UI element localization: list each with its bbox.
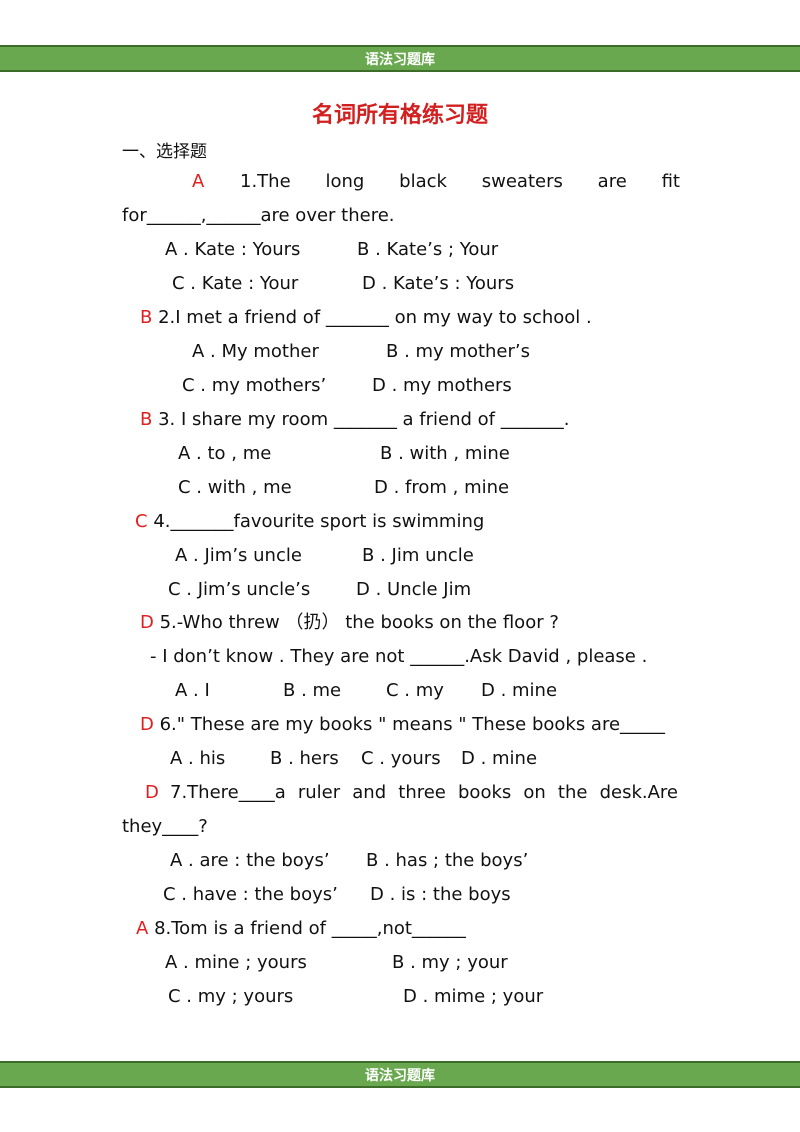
question-line: D 5.-Who threw （扔） the books on the floo…: [140, 612, 559, 634]
question-line: C 4._______favourite sport is swimming: [135, 511, 484, 533]
question-word: long: [325, 171, 365, 192]
option-c: C . Kate : Your: [172, 273, 299, 294]
section-heading: 一、选择题: [122, 142, 207, 162]
header-band: 语法习题库: [0, 45, 800, 72]
question-word: books: [458, 782, 512, 803]
answer-mark: D: [140, 612, 154, 633]
option-b: B . Kate’s ; Your: [357, 239, 499, 260]
option-d: D . Kate’s : Yours: [362, 273, 515, 294]
option-d: D . mine: [481, 680, 558, 701]
option-a: A . Kate : Yours: [165, 239, 301, 260]
option-c: C . yours: [361, 748, 441, 769]
question-continuation: - I don’t know . They are not ______.Ask…: [150, 646, 648, 667]
option-d: D . mine: [461, 748, 538, 769]
answer-mark: A: [192, 171, 205, 192]
question-word: are: [597, 171, 627, 192]
question-word: 1.The: [240, 171, 291, 192]
answer-mark: B: [140, 307, 153, 328]
question-word: on: [523, 782, 546, 803]
option-a: A . are : the boys’: [170, 850, 330, 871]
option-b: B . Jim uncle: [362, 545, 474, 566]
question-line: 1.The long black sweaters are fit: [240, 171, 680, 193]
question-line: A 8.Tom is a friend of _____,not______: [136, 918, 466, 940]
answer-mark: A: [136, 918, 149, 939]
option-c: C . my: [386, 680, 444, 701]
question-text: 5.-Who threw （扔） the books on the floor …: [159, 612, 559, 633]
option-a: A . My mother: [192, 341, 319, 362]
question-word: three: [398, 782, 446, 803]
option-c: C . my ; yours: [168, 986, 294, 1007]
option-b: B . my ; your: [392, 952, 508, 973]
question-word: sweaters: [481, 171, 563, 192]
question-continuation: for______,______are over there.: [122, 205, 395, 226]
answer-mark: C: [135, 511, 148, 532]
question-text: 3. I share my room _______ a friend of _…: [158, 409, 570, 430]
option-d: D . is : the boys: [370, 884, 511, 905]
question-word: and: [352, 782, 387, 803]
option-a: A . his: [170, 748, 226, 769]
option-d: D . my mothers: [372, 375, 512, 396]
question-word: black: [399, 171, 447, 192]
option-d: D . mime ; your: [403, 986, 544, 1007]
option-d: D . Uncle Jim: [356, 579, 472, 600]
question-line: B 3. I share my room _______ a friend of…: [140, 409, 569, 431]
question-word: 7.There____a: [170, 782, 286, 803]
question-word: the: [557, 782, 588, 803]
question-word: ruler: [297, 782, 341, 803]
option-a: A . Jim’s uncle: [175, 545, 302, 566]
page-title: 名词所有格练习题: [311, 102, 488, 128]
footer-label: 语法习题库: [365, 1067, 435, 1084]
question-text: 8.Tom is a friend of _____,not______: [154, 918, 466, 939]
option-d: D . from , mine: [374, 477, 510, 498]
option-c: C . Jim’s uncle’s: [168, 579, 311, 600]
question-line: B 2.I met a friend of _______ on my way …: [140, 307, 592, 329]
option-b: B . hers: [270, 748, 339, 769]
option-a: A . I: [175, 680, 210, 701]
question-text: 2.I met a friend of _______ on my way to…: [158, 307, 592, 328]
option-a: A . to , me: [178, 443, 272, 464]
option-c: C . my mothers’: [182, 375, 327, 396]
question-line: D 6." These are my books " means " These…: [140, 714, 665, 736]
question-word: fit: [661, 171, 680, 192]
header-label: 语法习题库: [365, 51, 435, 68]
answer-mark: D: [140, 714, 154, 735]
option-b: B . me: [283, 680, 342, 701]
question-text: 4._______favourite sport is swimming: [153, 511, 485, 532]
footer-band: 语法习题库: [0, 1061, 800, 1088]
question-continuation: they____?: [122, 816, 208, 837]
answer-mark: D: [145, 782, 159, 803]
option-b: B . has ; the boys’: [366, 850, 529, 871]
option-b: B . with , mine: [380, 443, 510, 464]
question-text: 6." These are my books " means " These b…: [159, 714, 666, 735]
question-word: desk.Are: [599, 782, 678, 803]
question-line: 7.There____a ruler and three books on th…: [170, 782, 678, 804]
option-c: C . have : the boys’: [163, 884, 338, 905]
answer-mark: B: [140, 409, 153, 430]
option-c: C . with , me: [178, 477, 292, 498]
option-b: B . my mother’s: [386, 341, 531, 362]
option-a: A . mine ; yours: [165, 952, 307, 973]
